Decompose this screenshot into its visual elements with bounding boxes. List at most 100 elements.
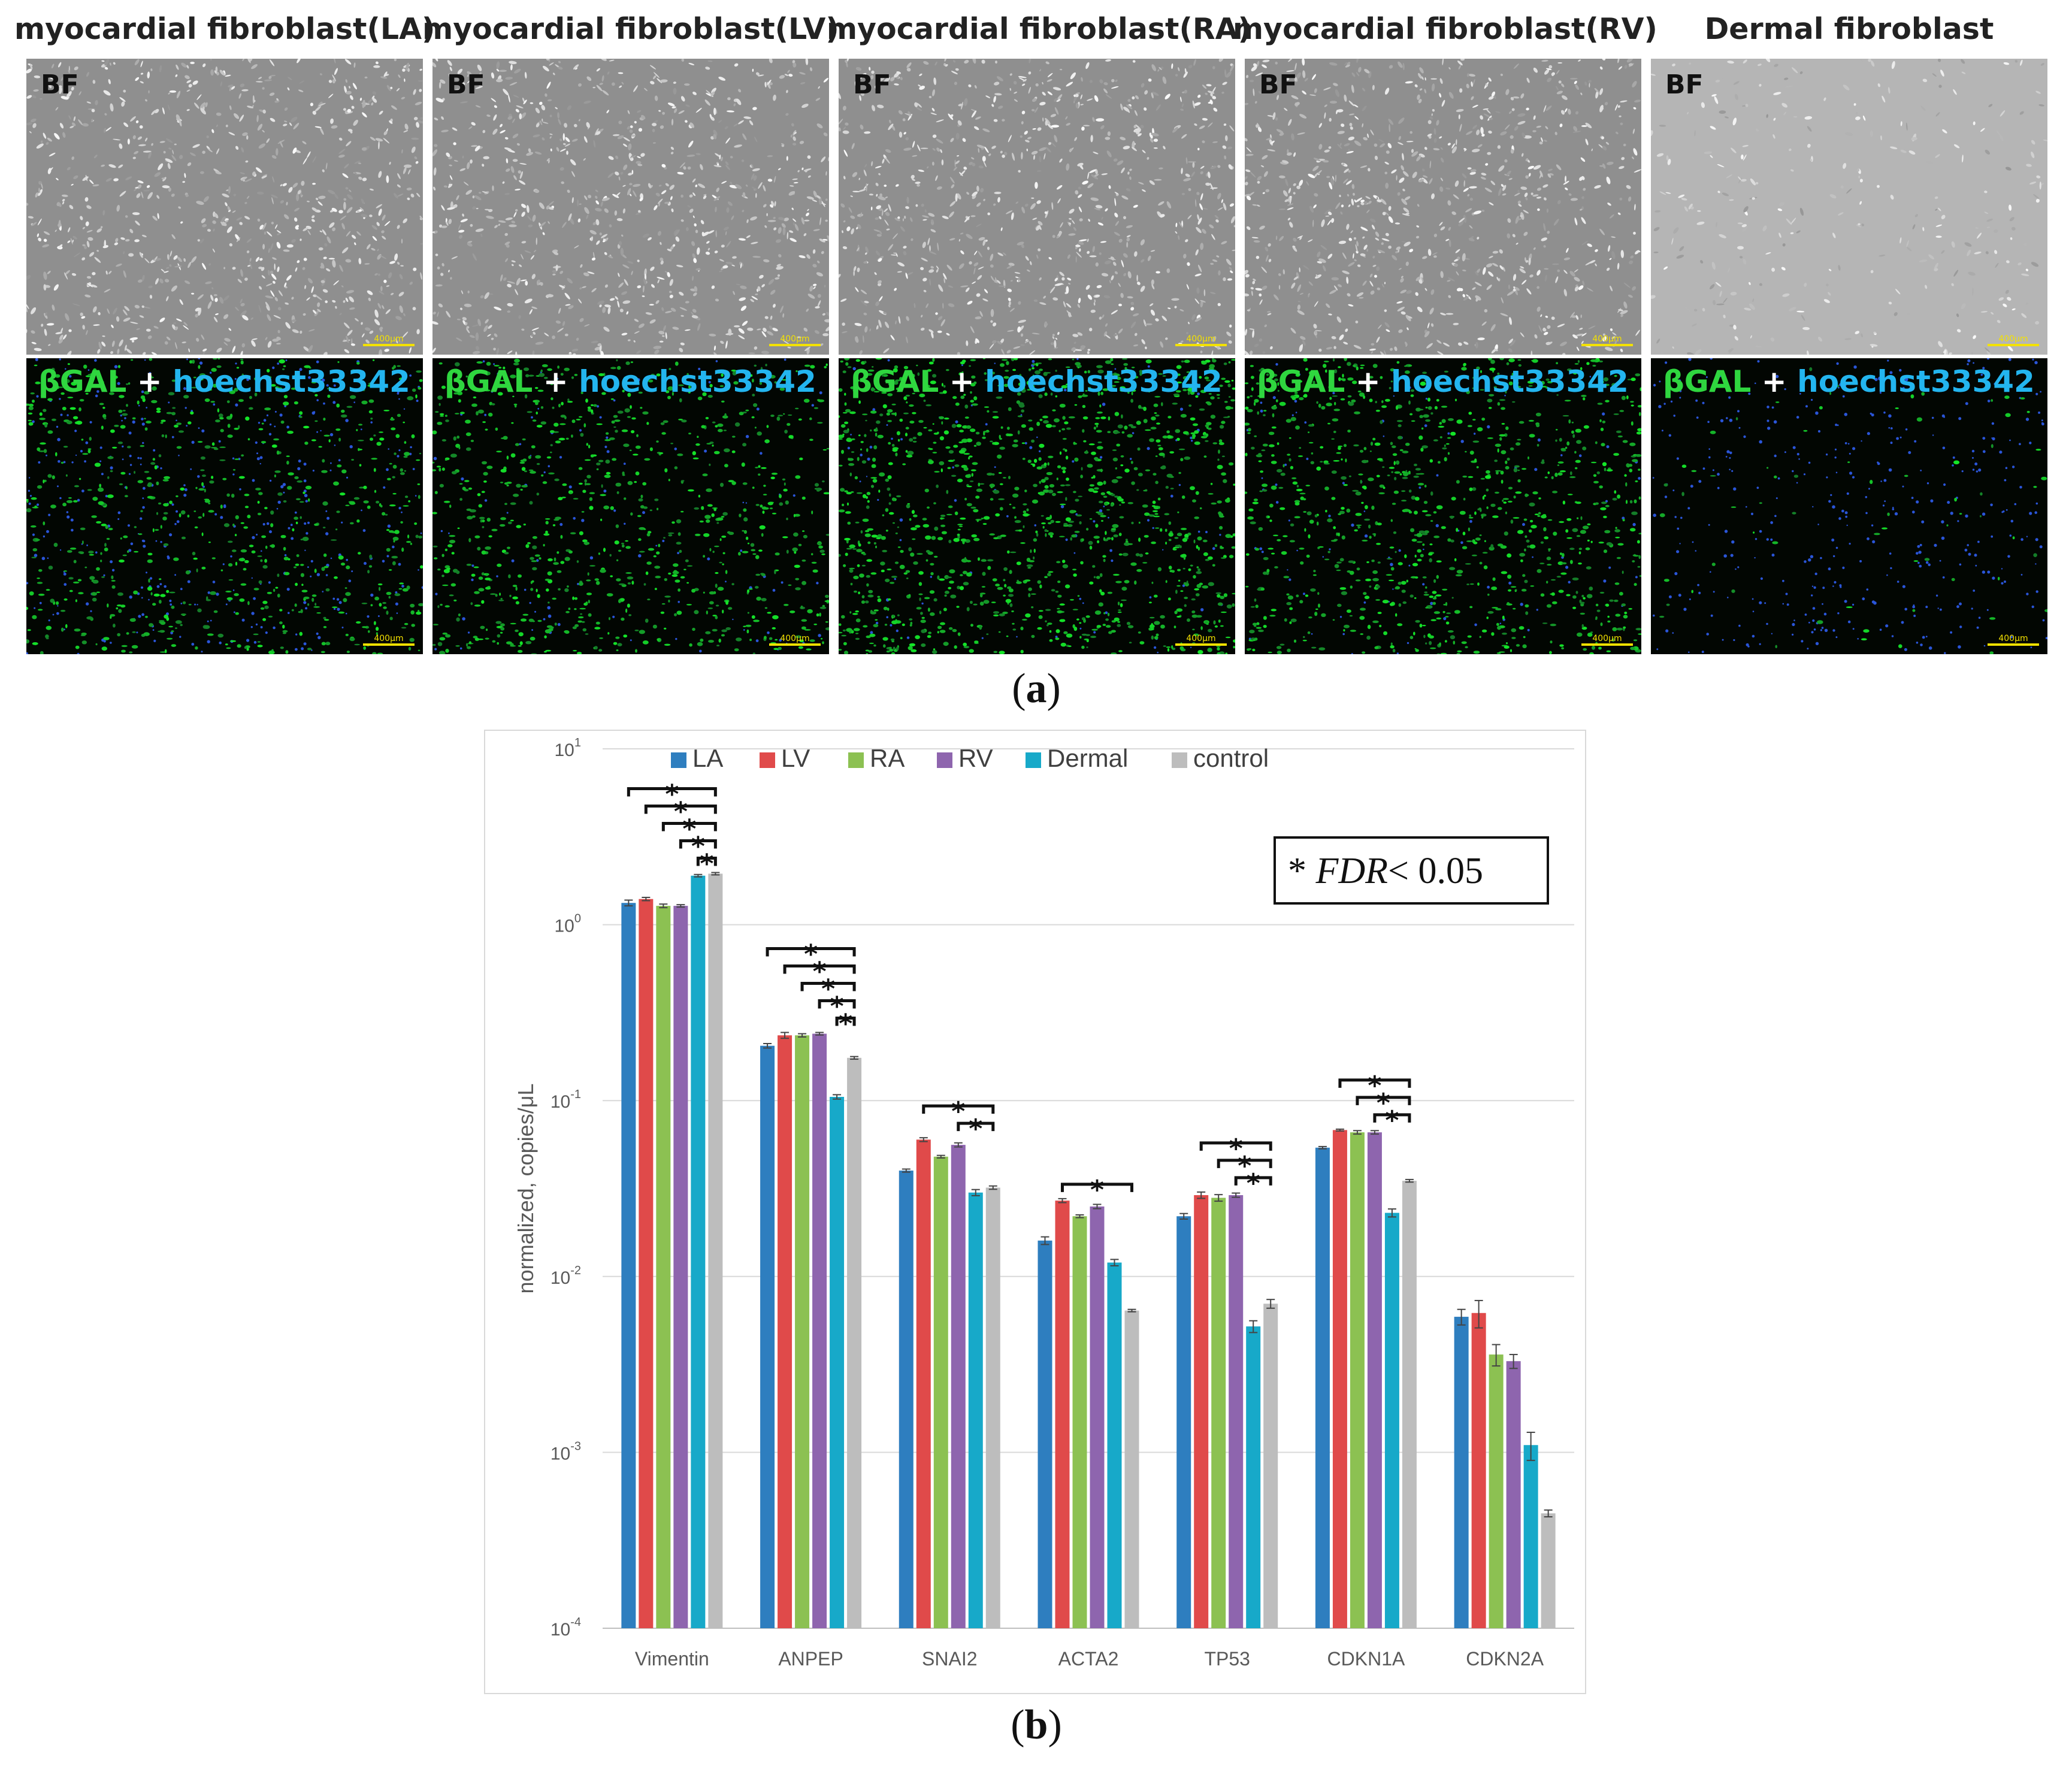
panel-b-caption: (b) — [1011, 1702, 1062, 1748]
bar-chart: 101 100 10-1 10-2 10-3 10-4 normalized, copies… — [513, 736, 1574, 1670]
bar-control — [985, 1187, 1000, 1628]
significance-star: * — [1090, 1175, 1104, 1205]
scale-bar: 400μm — [1988, 334, 2039, 346]
scale-bar: 400μm — [1175, 634, 1227, 646]
bar-Dermal — [1246, 1326, 1261, 1628]
significance-bracket — [922, 1104, 995, 1114]
bar-RV — [1506, 1361, 1521, 1628]
scale-bar: 400μm — [363, 334, 415, 346]
y-axis-label: normalized, copies/μL — [513, 1084, 538, 1294]
column-title: myocardial fibroblast(RV) — [1233, 12, 1657, 46]
bar-LA — [1315, 1147, 1330, 1628]
x-tick-label: CDKN1A — [1327, 1648, 1405, 1670]
bar-RV — [1229, 1195, 1244, 1628]
bar-control — [1402, 1181, 1417, 1628]
legend-swatch — [848, 752, 864, 768]
legend-label: LV — [781, 744, 810, 772]
significance-bracket — [644, 804, 717, 814]
bar-LV — [778, 1035, 792, 1628]
significance-star: * — [969, 1114, 982, 1144]
x-tick-label: CDKN2A — [1466, 1648, 1544, 1670]
legend-swatch — [671, 752, 686, 768]
y-tick-label: 101 — [555, 736, 582, 760]
bar-LA — [621, 903, 636, 1628]
brightfield-image: BF 400μm — [26, 59, 423, 355]
column-title: myocardial fibroblast(LA) — [14, 12, 435, 46]
bar-control — [1124, 1310, 1139, 1628]
bar-control — [708, 873, 723, 1628]
significance-bracket — [783, 964, 856, 974]
brightfield-label: BF — [447, 69, 485, 100]
x-tick-label: ACTA2 — [1058, 1648, 1119, 1670]
significance-bracket — [679, 839, 717, 849]
bar-control — [847, 1057, 862, 1628]
y-tick-label: 10-4 — [550, 1616, 581, 1640]
brightfield-image: BF 400μm — [839, 59, 1235, 355]
scale-bar: 400μm — [1175, 334, 1227, 346]
significance-star: * — [839, 1008, 852, 1039]
significance-bracket — [957, 1121, 995, 1132]
bar-control — [1263, 1304, 1278, 1628]
chart-frame: 101 100 10-1 10-2 10-3 10-4 normalized, copies… — [484, 730, 1586, 1694]
legend-swatch — [760, 752, 775, 768]
scale-bar: 400μm — [363, 634, 415, 646]
brightfield-image: BF 400μm — [1245, 59, 1641, 355]
annotation-box — [1274, 836, 1549, 905]
significance-star: * — [813, 956, 827, 987]
column-title: Dermal fibroblast — [1704, 12, 1994, 46]
legend-swatch — [1026, 752, 1041, 768]
significance-star: * — [1229, 1133, 1243, 1164]
significance-star: * — [674, 796, 688, 827]
bar-RA — [1072, 1216, 1087, 1628]
bar-RV — [1367, 1132, 1382, 1628]
stain-label: βGAL + hoechst33342 — [1257, 364, 1629, 399]
bar-RA — [1489, 1354, 1504, 1628]
brightfield-label: BF — [853, 69, 891, 100]
bar-Dermal — [830, 1096, 845, 1628]
bar-LA — [1176, 1216, 1191, 1628]
stain-label: βGAL + hoechst33342 — [444, 364, 816, 399]
significance-bracket — [661, 821, 717, 831]
bar-LV — [639, 899, 654, 1628]
brightfield-label: BF — [1665, 69, 1704, 100]
x-tick-label: SNAI2 — [922, 1648, 977, 1670]
significance-bracket — [1217, 1159, 1272, 1168]
legend-swatch — [937, 752, 952, 768]
significance-bracket — [818, 999, 856, 1009]
bar-LV — [1055, 1201, 1070, 1628]
significance-bracket — [766, 947, 856, 957]
significance-star: * — [665, 779, 679, 809]
scale-bar: 400μm — [1988, 634, 2039, 646]
scale-bar: 400μm — [1581, 334, 1633, 346]
significance-star: * — [1385, 1105, 1399, 1136]
bar-RV — [673, 906, 688, 1628]
significance-star: * — [1238, 1151, 1251, 1181]
legend-label: RV — [958, 744, 993, 772]
bar-RV — [951, 1145, 966, 1628]
bar-LA — [1454, 1317, 1469, 1628]
bar-RA — [933, 1156, 948, 1628]
significance-star: * — [700, 848, 713, 879]
stain-label: βGAL + hoechst33342 — [851, 364, 1223, 399]
bar-Dermal — [691, 875, 706, 1628]
legend-label: RA — [870, 744, 905, 772]
bar-LA — [899, 1171, 914, 1628]
column-title: myocardial fibroblast(RA) — [827, 12, 1251, 46]
brightfield-image: BF 400μm — [432, 59, 829, 355]
brightfield-image: BF 400μm — [1651, 59, 2047, 355]
bar-RV — [812, 1033, 827, 1628]
legend-label: Dermal — [1047, 744, 1128, 772]
significance-star: * — [1368, 1071, 1381, 1101]
significance-star: * — [1247, 1168, 1260, 1199]
panel-a-caption: (a) — [1012, 666, 1061, 712]
bar-LA — [760, 1045, 775, 1628]
bar-Dermal — [1107, 1262, 1122, 1628]
scale-bar: 400μm — [769, 634, 821, 646]
bar-RA — [1350, 1132, 1365, 1628]
significance-star: * — [804, 939, 818, 969]
significance-bracket — [1061, 1183, 1133, 1192]
significance-bracket — [1199, 1141, 1272, 1151]
significance-bracket — [835, 1016, 856, 1026]
bar-Dermal — [1523, 1445, 1538, 1628]
fluorescence-image: βGAL + hoechst33342 400μm — [1651, 358, 2047, 654]
